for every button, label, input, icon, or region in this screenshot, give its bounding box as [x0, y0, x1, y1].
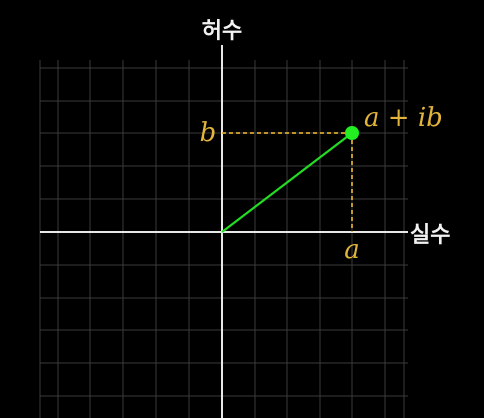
- vector-line: [221, 132, 353, 233]
- imaginary-axis-label: 허수: [202, 19, 242, 44]
- complex-point: [345, 126, 359, 140]
- real-axis-label: 실수: [410, 223, 450, 248]
- real-part-label: a: [344, 235, 360, 265]
- grid: [39, 60, 408, 418]
- point-label: a + ib: [364, 103, 443, 133]
- imag-part-label: b: [200, 118, 217, 148]
